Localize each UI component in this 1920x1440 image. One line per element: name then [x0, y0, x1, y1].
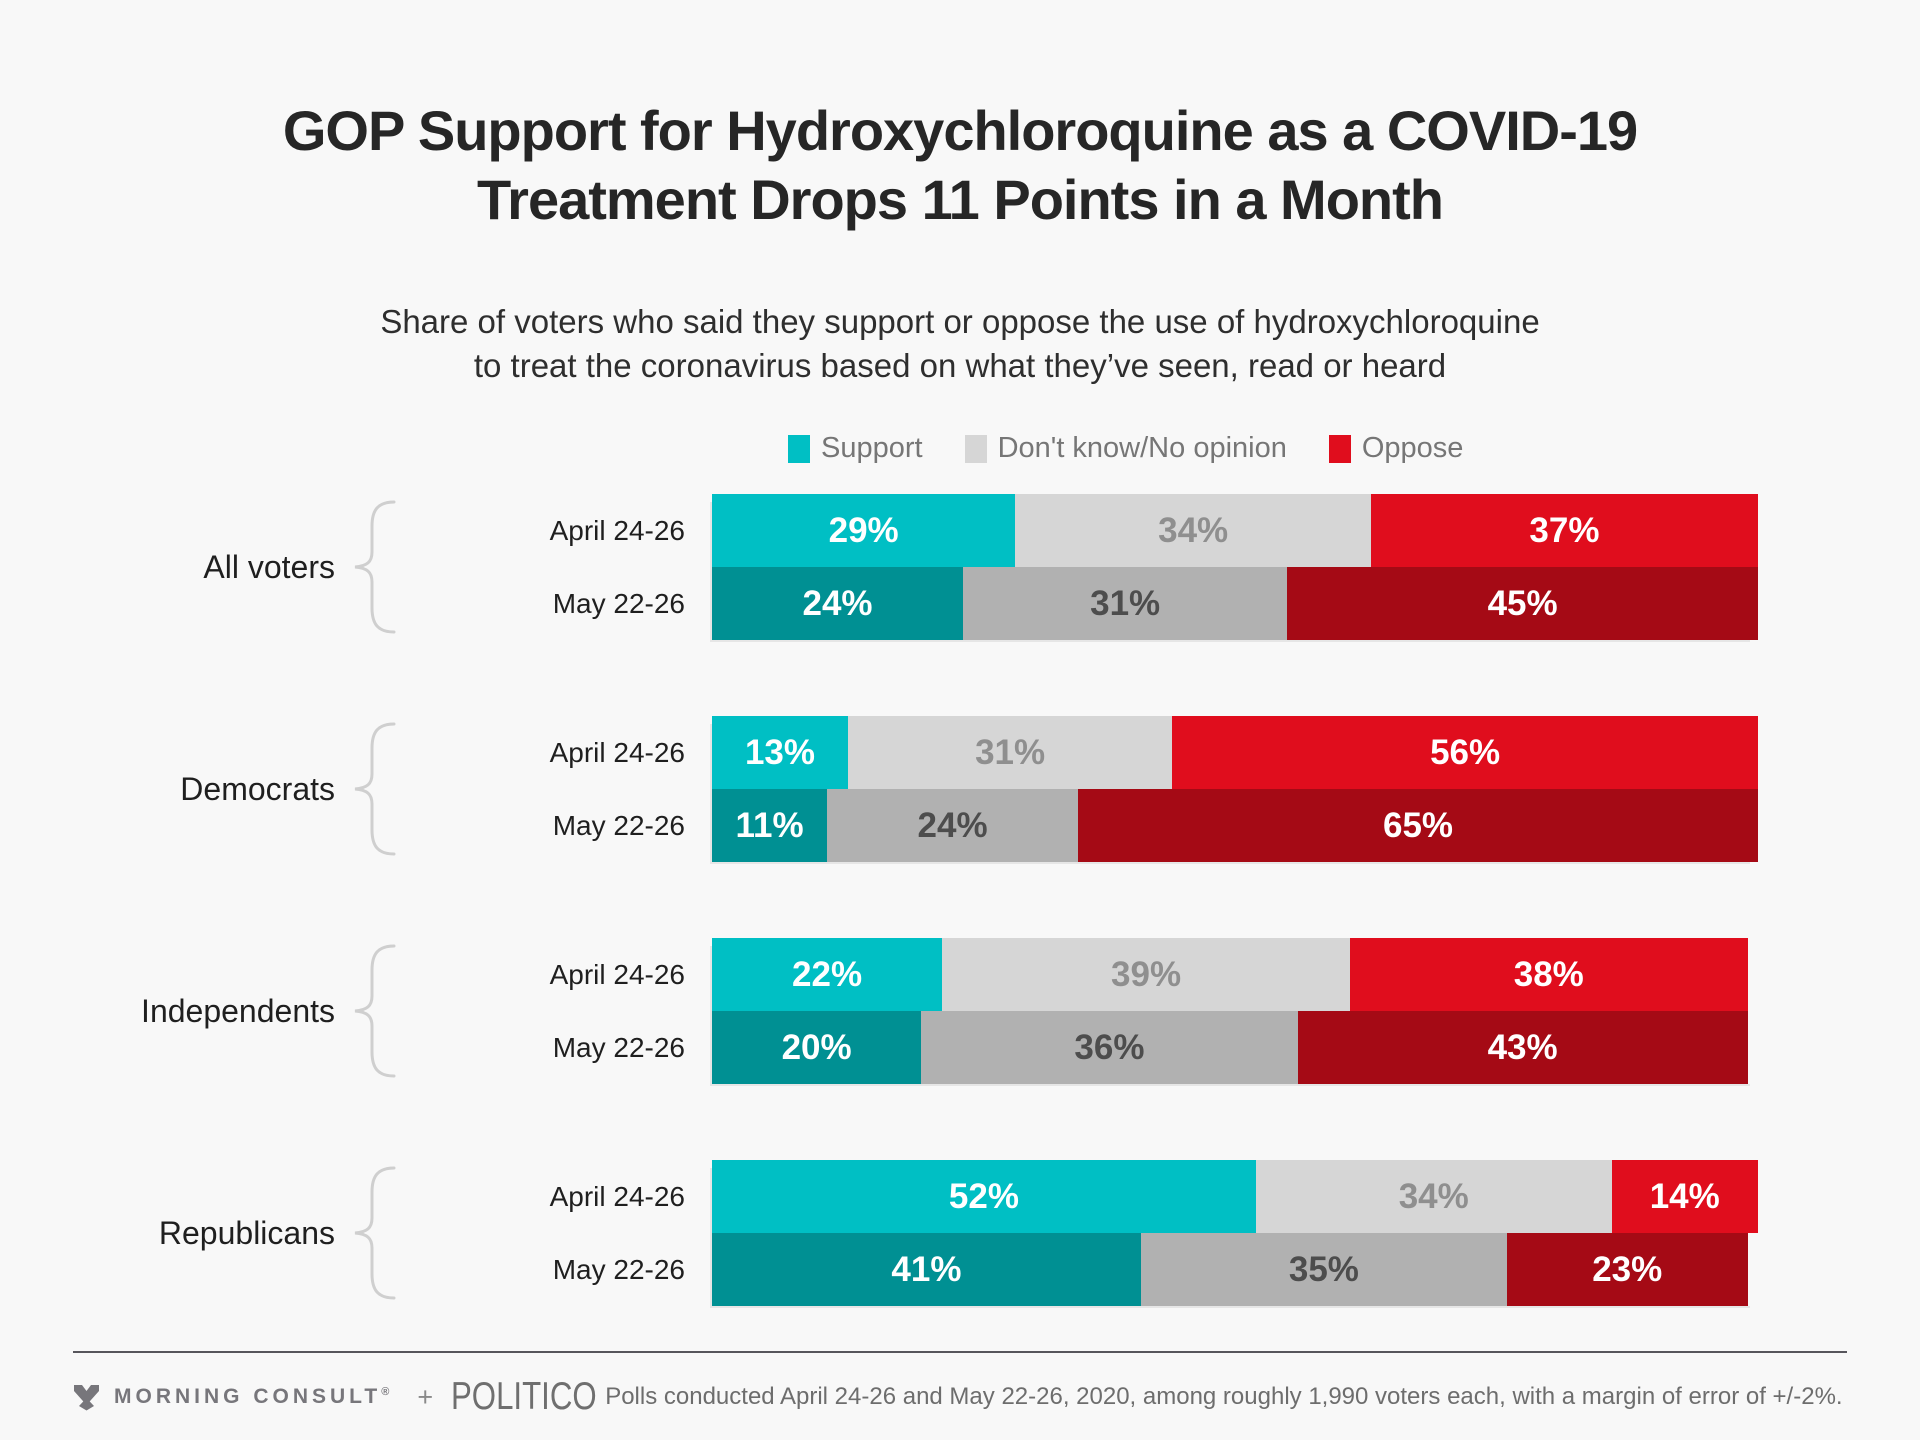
bar-segment-oppose: 23% [1506, 1233, 1748, 1306]
chart: All voters April 24-26 May 22-26 29% 34% 37% 2… [0, 494, 1920, 1382]
bar-row: 22% 39% 38% [712, 938, 1758, 1011]
politico-logo-text: POLITICO [451, 1375, 597, 1418]
wave-date-label: May 22-26 [552, 587, 685, 619]
group-brace-icon [335, 938, 410, 1084]
bar-segment-support: 52% [712, 1160, 1256, 1233]
bar-segment-oppose: 56% [1172, 716, 1758, 789]
page-title-line2: Treatment Drops 11 Points in a Month [477, 168, 1444, 231]
bar-row: 41% 35% 23% [712, 1233, 1758, 1306]
bar-row: 13% 31% 56% [712, 716, 1758, 789]
wave-date-label: April 24-26 [549, 958, 685, 990]
bar-row: 24% 31% 45% [712, 567, 1758, 640]
legend-swatch-icon [964, 434, 987, 463]
chart-group: Democrats April 24-26 May 22-26 13% 31% 56% 11… [0, 716, 1920, 862]
legend-item: Oppose [1328, 432, 1464, 465]
bar-segment-oppose: 14% [1611, 1160, 1758, 1233]
chart-subtitle-line2: to treat the coronavirus based on what t… [473, 347, 1447, 384]
group-brace-icon [335, 1160, 410, 1306]
bar-segment-support: 13% [712, 716, 848, 789]
stacked-bars: 29% 34% 37% 24% 31% 45% [712, 494, 1758, 640]
legend-swatch-icon [1328, 434, 1351, 463]
page-title-line1: GOP Support for Hydroxychloroquine as a … [282, 99, 1638, 162]
group-label: Democrats [180, 770, 335, 807]
group-brace-icon [335, 716, 410, 862]
wave-date-label: May 22-26 [552, 1031, 685, 1063]
bar-row: 29% 34% 37% [712, 494, 1758, 567]
bar-segment-oppose: 65% [1078, 789, 1758, 862]
bar-segment-dont-know: 24% [827, 789, 1079, 862]
stacked-bars: 22% 39% 38% 20% 36% 43% [712, 938, 1758, 1084]
legend-label: Support [821, 432, 923, 464]
date-labels-column: April 24-26 May 22-26 [410, 494, 712, 640]
legend-swatch-icon [788, 434, 810, 463]
chart-group: Independents April 24-26 May 22-26 22% 39% 38… [0, 938, 1920, 1084]
bar-segment-dont-know: 35% [1140, 1233, 1507, 1306]
bar-segment-dont-know: 39% [942, 938, 1351, 1011]
bar-segment-dont-know: 34% [1255, 1160, 1612, 1233]
footer-divider [73, 1351, 1847, 1353]
bar-segment-support: 20% [712, 1011, 922, 1084]
footer-note: Polls conducted April 24-26 and May 22-2… [605, 1383, 1843, 1410]
legend-item: Support [788, 432, 923, 465]
wave-date-label: May 22-26 [552, 809, 685, 841]
legend-label: Oppose [1361, 432, 1464, 464]
bar-segment-support: 24% [712, 567, 964, 640]
stacked-bars: 13% 31% 56% 11% 24% 65% [712, 716, 1758, 862]
bar-segment-dont-know: 31% [963, 567, 1288, 640]
legend-item: Don't know/No opinion [964, 432, 1287, 465]
bar-segment-oppose: 45% [1287, 567, 1758, 640]
morning-consult-label: MORNING CONSULT [114, 1385, 382, 1408]
bar-segment-support: 11% [712, 789, 828, 862]
bar-row: 20% 36% 43% [712, 1011, 1758, 1084]
bar-segment-dont-know: 34% [1015, 494, 1371, 567]
group-brace-icon [335, 494, 410, 640]
date-labels-column: April 24-26 May 22-26 [410, 938, 712, 1084]
footer: MORNING CONSULT® + POLITICO Polls conduc… [73, 1370, 1847, 1424]
chart-subtitle: Share of voters who said they support or… [0, 300, 1920, 388]
bar-row: 11% 24% 65% [712, 789, 1758, 862]
bar-row: 52% 34% 14% [712, 1160, 1758, 1233]
date-labels-column: April 24-26 May 22-26 [410, 1160, 712, 1306]
bar-segment-support: 29% [712, 494, 1016, 567]
chart-group: Republicans April 24-26 May 22-26 52% 34% 14%… [0, 1160, 1920, 1306]
bar-segment-oppose: 38% [1350, 938, 1748, 1011]
legend: Support Don't know/No opinion Oppose [788, 432, 1463, 465]
wave-date-label: April 24-26 [549, 1180, 685, 1212]
registered-mark: ® [381, 1386, 394, 1398]
bar-segment-dont-know: 36% [921, 1011, 1298, 1084]
stacked-bars: 52% 34% 14% 41% 35% 23% [712, 1160, 1758, 1306]
wave-date-label: April 24-26 [549, 514, 685, 546]
bar-segment-support: 22% [712, 938, 943, 1011]
bar-segment-oppose: 37% [1370, 494, 1758, 567]
group-label: All voters [203, 548, 335, 585]
wave-date-label: May 22-26 [552, 1253, 685, 1285]
group-label: Republicans [158, 1214, 335, 1251]
bar-segment-oppose: 43% [1297, 1011, 1748, 1084]
bar-segment-dont-know: 31% [847, 716, 1173, 789]
page-title: GOP Support for Hydroxychloroquine as a … [0, 96, 1920, 234]
legend-label: Don't know/No opinion [997, 432, 1287, 464]
bar-segment-support: 41% [712, 1233, 1141, 1306]
plus-sign: + [417, 1381, 434, 1412]
chart-subtitle-line1: Share of voters who said they support or… [380, 303, 1540, 340]
date-labels-column: April 24-26 May 22-26 [410, 716, 712, 862]
morning-consult-logo-text: MORNING CONSULT® [114, 1385, 393, 1409]
morning-consult-logo-icon [74, 1384, 99, 1410]
group-label: Independents [141, 992, 335, 1029]
wave-date-label: April 24-26 [549, 736, 685, 768]
chart-group: All voters April 24-26 May 22-26 29% 34% 37% 2… [0, 494, 1920, 640]
